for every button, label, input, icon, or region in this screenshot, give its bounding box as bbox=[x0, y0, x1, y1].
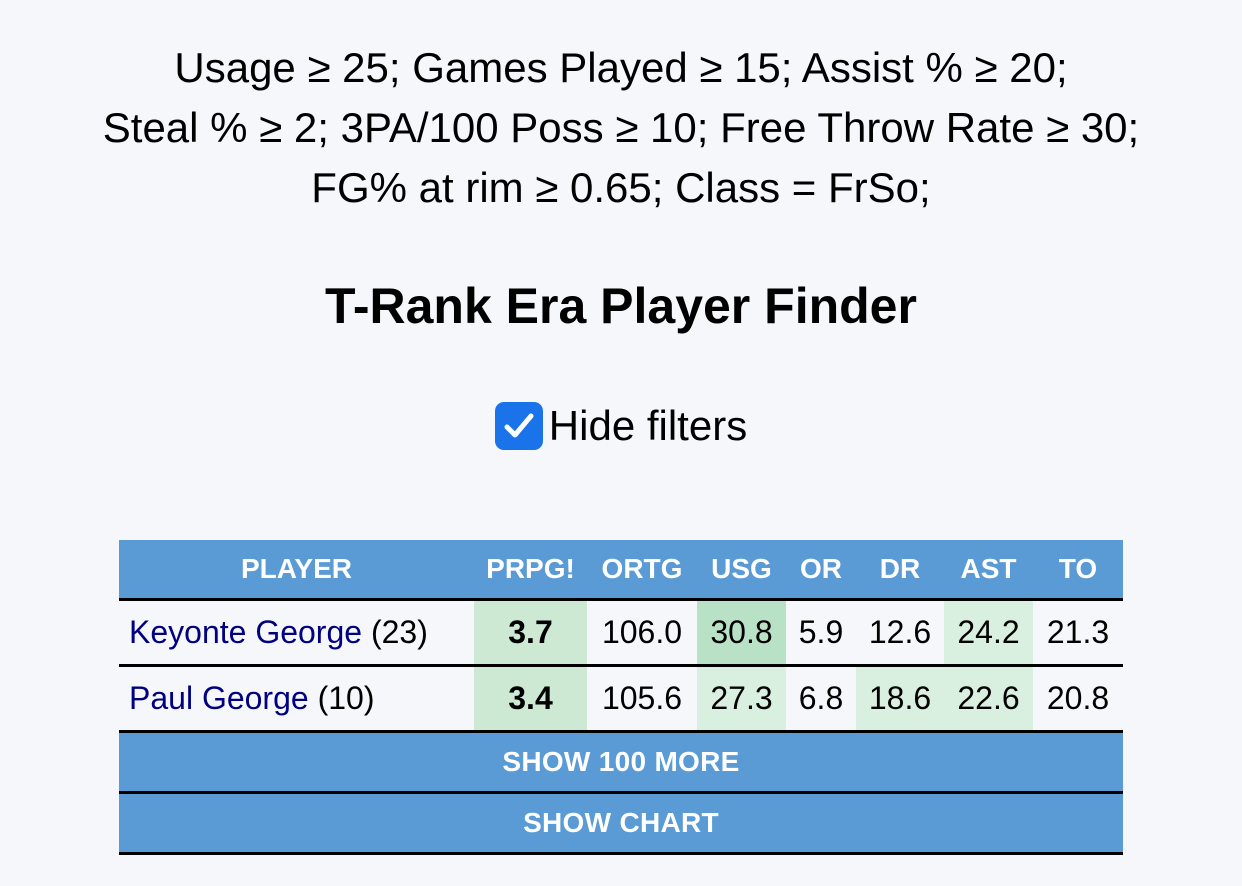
show-chart-button[interactable]: SHOW CHART bbox=[119, 794, 1123, 855]
dr-cell: 18.6 bbox=[856, 665, 944, 733]
usg-cell: 27.3 bbox=[697, 665, 786, 733]
player-cell: Paul George (10) bbox=[119, 665, 474, 733]
ast-cell: 24.2 bbox=[944, 599, 1033, 667]
active-filters-summary: Usage ≥ 25; Games Played ≥ 15; Assist % … bbox=[0, 38, 1242, 218]
usg-cell: 30.8 bbox=[697, 599, 786, 667]
player-name-link[interactable]: Keyonte George bbox=[129, 614, 363, 650]
hide-filters-toggle[interactable]: Hide filters bbox=[0, 402, 1242, 450]
table-row: Keyonte George (23) 3.7 106.0 30.8 5.9 1… bbox=[119, 599, 1123, 667]
column-header-usg[interactable]: USG bbox=[697, 540, 786, 601]
show-more-button[interactable]: SHOW 100 MORE bbox=[119, 733, 1123, 794]
column-header-or[interactable]: OR bbox=[786, 540, 856, 601]
page-title: T-Rank Era Player Finder bbox=[325, 278, 917, 334]
column-header-player[interactable]: PLAYER bbox=[119, 540, 474, 601]
column-header-prpg[interactable]: PRPG! bbox=[474, 540, 587, 601]
hide-filters-checkbox[interactable] bbox=[494, 402, 543, 450]
filters-line-3: FG% at rim ≥ 0.65; Class = FrSo; bbox=[311, 164, 931, 211]
table-header-row: PLAYER PRPG! ORTG USG OR DR AST TO bbox=[119, 540, 1123, 601]
filters-line-1: Usage ≥ 25; Games Played ≥ 15; Assist % … bbox=[174, 44, 1068, 91]
ast-cell: 22.6 bbox=[944, 665, 1033, 733]
ortg-cell: 106.0 bbox=[587, 599, 697, 667]
player-name-link[interactable]: Paul George bbox=[129, 680, 309, 716]
column-header-ortg[interactable]: ORTG bbox=[587, 540, 697, 601]
hide-filters-label[interactable]: Hide filters bbox=[548, 402, 748, 449]
filters-line-2: Steal % ≥ 2; 3PA/100 Poss ≥ 10; Free Thr… bbox=[102, 104, 1140, 151]
table-row: Paul George (10) 3.4 105.6 27.3 6.8 18.6… bbox=[119, 665, 1123, 733]
player-results-table: PLAYER PRPG! ORTG USG OR DR AST TO Keyon… bbox=[119, 540, 1123, 855]
column-header-dr[interactable]: DR bbox=[856, 540, 944, 601]
checkmark-icon bbox=[504, 413, 534, 438]
column-header-to[interactable]: TO bbox=[1033, 540, 1123, 601]
prpg-cell: 3.4 bbox=[474, 665, 587, 733]
to-cell: 21.3 bbox=[1033, 599, 1123, 667]
prpg-cell: 3.7 bbox=[474, 599, 587, 667]
or-cell: 5.9 bbox=[786, 599, 856, 667]
dr-cell: 12.6 bbox=[856, 599, 944, 667]
ortg-cell: 105.6 bbox=[587, 665, 697, 733]
player-cell: Keyonte George (23) bbox=[119, 599, 474, 667]
player-number: (10) bbox=[317, 680, 375, 716]
player-number: (23) bbox=[370, 614, 428, 650]
column-header-ast[interactable]: AST bbox=[944, 540, 1033, 601]
or-cell: 6.8 bbox=[786, 665, 856, 733]
to-cell: 20.8 bbox=[1033, 665, 1123, 733]
